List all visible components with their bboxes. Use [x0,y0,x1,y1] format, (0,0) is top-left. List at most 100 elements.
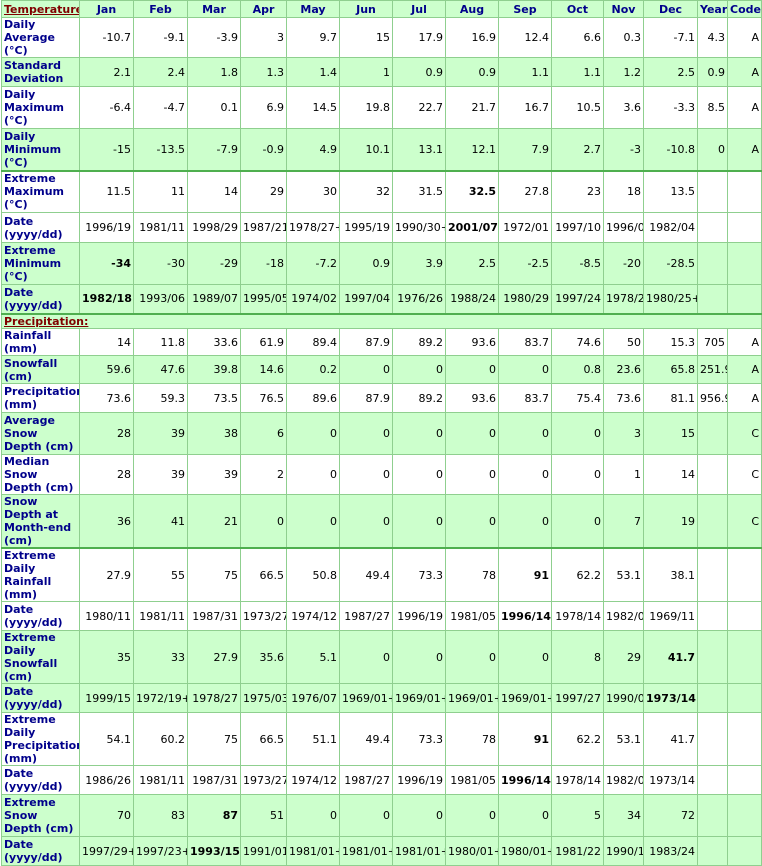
value-cell: 32.5 [445,169,499,213]
value-cell: 0 [445,412,499,455]
column-header: Year [697,0,728,18]
value-cell: 38.1 [643,547,698,602]
data-row: Extreme Maximum (°C) 11.5 11 14 29 30 32 31.5 32… [1,169,762,213]
row-label: Date (yyyy/dd) [1,836,80,866]
value-cell: 11 [133,169,188,213]
code-cell: C [727,454,762,495]
value-cell: 35 [79,630,134,684]
value-cell [697,284,728,314]
value-cell: 41 [133,494,188,549]
value-cell: 0 [286,454,340,495]
value-cell: 78 [445,547,499,602]
value-cell: 2.5 [643,57,698,87]
data-row: Rainfall (mm) 14 11.8 33.6 61.9 89.4 87.9 89.2 9… [1,328,762,356]
value-cell: 1978/27+ [286,212,340,243]
value-cell: -34 [79,242,134,285]
row-label: Snowfall (cm) [1,355,80,384]
value-cell: 0.2 [286,355,340,384]
code-cell [727,169,762,213]
value-cell: 49.4 [339,547,393,602]
value-cell: 50.8 [286,547,340,602]
value-cell: 1980/11 [79,601,134,631]
value-cell: 1987/31 [187,765,241,795]
value-cell: 1.2 [603,57,644,87]
value-cell: 28 [79,454,134,495]
code-cell: A [727,383,762,413]
value-cell: 61.9 [240,328,287,356]
value-cell: -2.5 [498,242,552,285]
row-label: Extreme Daily Precipitation (mm) [1,712,80,766]
data-row: Date (yyyy/dd) 1980/11 1981/11 1987/31 1973/… [1,601,762,631]
value-cell: 55 [133,547,188,602]
value-cell: 1996/14 [498,601,552,631]
value-cell: 0 [551,494,604,549]
data-row: Date (yyyy/dd) 1999/15 1972/19+ 1978/27 1975… [1,683,762,713]
value-cell: 1987/21 [240,212,287,243]
value-cell [697,212,728,243]
value-cell: 0 [339,630,393,684]
section-title-text: Temperature: [4,2,80,16]
value-cell: 1973/27 [240,601,287,631]
column-header: Mar [187,0,241,18]
value-cell: 1982/04 [643,212,698,243]
value-cell: 2.7 [551,128,604,171]
value-cell: 2 [240,454,287,495]
record-value: 1973/14 [646,691,696,705]
data-row: Daily Average (°C) -10.7 -9.1 -3.9 3 9.7 15 17.… [1,17,762,58]
value-cell: 14.5 [286,86,340,129]
value-cell: 62.2 [551,712,604,766]
value-cell: -7.2 [286,242,340,285]
value-cell: 7.9 [498,128,552,171]
value-cell: 33 [133,630,188,684]
value-cell: 1.1 [551,57,604,87]
value-cell: 39.8 [187,355,241,384]
value-cell: 2.1 [79,57,134,87]
value-cell: 1969/01+ [445,683,499,713]
value-cell: 0 [392,794,446,837]
code-cell: A [727,128,762,171]
value-cell: -0.9 [240,128,287,171]
data-row: Date (yyyy/dd) 1996/19 1981/11 1998/29 1987/… [1,212,762,243]
value-cell: -3.9 [187,17,241,58]
value-cell: 91 [498,712,552,766]
value-cell: 41.7 [643,712,698,766]
value-cell: 47.6 [133,355,188,384]
value-cell: 1974/12 [286,601,340,631]
value-cell: 83 [133,794,188,837]
value-cell: 1980/01+ [445,836,499,866]
value-cell: 1981/11 [133,212,188,243]
value-cell: 54.1 [79,712,134,766]
value-cell: 0 [392,454,446,495]
value-cell: -18 [240,242,287,285]
value-cell: 0 [286,794,340,837]
value-cell: 1997/29+ [79,836,134,866]
data-row: Extreme Snow Depth (cm) 70 83 87 51 0 0 0 0 0 5 34 7… [1,794,762,837]
value-cell: 1997/24 [551,284,604,314]
value-cell: 251.9 [697,355,728,384]
value-cell: 51.1 [286,712,340,766]
header-row: Temperature: Jan Feb Mar Apr May Jun Jul Aug Sep O… [1,0,762,18]
value-cell: 1996/19 [392,601,446,631]
value-cell [697,765,728,795]
value-cell: 1993/06 [133,284,188,314]
value-cell: 39 [133,454,188,495]
value-cell: 21 [187,494,241,549]
code-cell [727,630,762,684]
value-cell: 1981/05 [445,765,499,795]
data-row: Daily Minimum (°C) -15 -13.5 -7.9 -0.9 4.9 10.… [1,128,762,171]
value-cell: 1978/14 [551,601,604,631]
value-cell: 89.4 [286,328,340,356]
value-cell: 10.1 [339,128,393,171]
value-cell [697,794,728,837]
code-cell [727,601,762,631]
value-cell: 14.6 [240,355,287,384]
code-cell [727,284,762,314]
value-cell: 5.1 [286,630,340,684]
value-cell: 1997/23+ [133,836,188,866]
value-cell: 1981/01+ [392,836,446,866]
value-cell: 0 [392,412,446,455]
row-label: Date (yyyy/dd) [1,765,80,795]
value-cell: 11.8 [133,328,188,356]
value-cell: 73.3 [392,547,446,602]
